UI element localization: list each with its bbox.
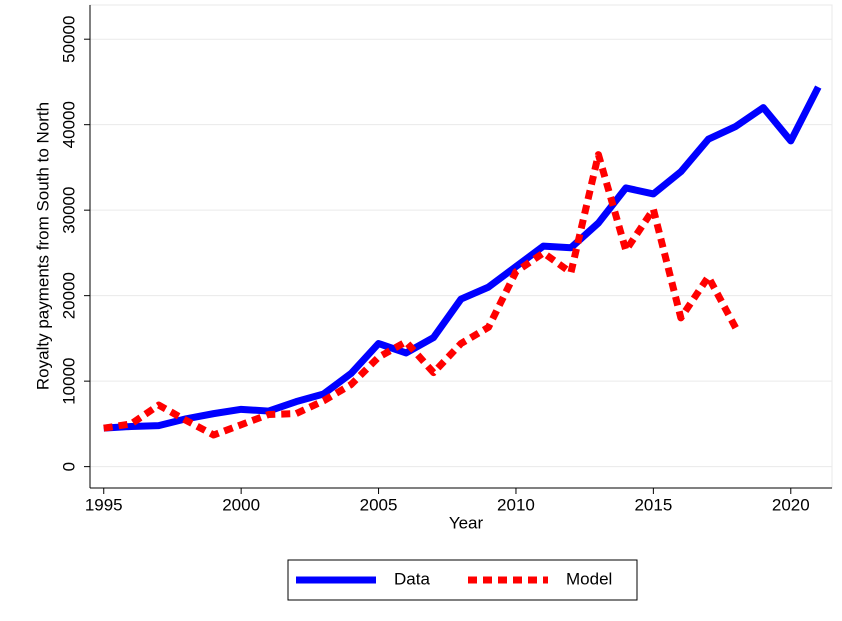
series-line: [103, 151, 739, 439]
x-axis-title: Year: [449, 513, 484, 532]
plot-area: [89, 4, 833, 489]
y-tick-label: 10000: [59, 358, 78, 405]
x-tick-label: 2020: [772, 495, 810, 514]
legend-label: Model: [566, 569, 612, 588]
series-line: [103, 85, 822, 432]
y-tick-label: 30000: [59, 187, 78, 234]
x-tick-label: 2015: [634, 495, 672, 514]
x-tick-label: 2010: [497, 495, 535, 514]
y-tick-label: 40000: [59, 101, 78, 148]
y-axis-title: Royalty payments from South to North: [33, 102, 52, 390]
x-tick-label: 1995: [85, 495, 123, 514]
x-tick-label: 2000: [222, 495, 260, 514]
y-tick-label: 50000: [59, 16, 78, 63]
legend-label: Data: [394, 569, 430, 588]
y-tick-label: 20000: [59, 272, 78, 319]
x-tick-label: 2005: [360, 495, 398, 514]
y-tick-label: 0: [59, 462, 78, 471]
